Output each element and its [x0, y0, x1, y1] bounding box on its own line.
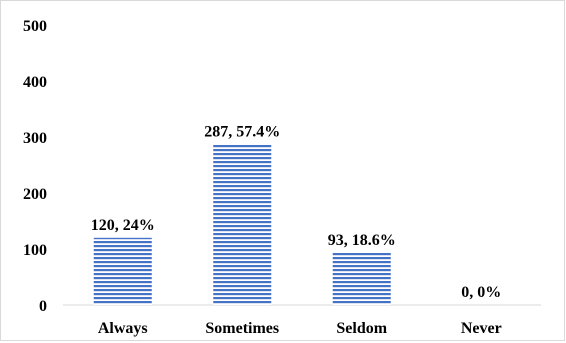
category-label-seldom: Seldom: [336, 320, 387, 337]
data-label-never: 0, 0%: [461, 284, 501, 301]
y-tick-label: 300: [23, 130, 47, 147]
data-label-sometimes: 287, 57.4%: [204, 123, 280, 140]
y-axis-ticks: 0 100 200 300 400 500: [23, 18, 47, 315]
category-label-sometimes: Sometimes: [205, 320, 279, 337]
data-label-seldom: 93, 18.6%: [328, 232, 396, 249]
data-labels: 120, 24% 287, 57.4% 93, 18.6% 0, 0%: [91, 123, 502, 301]
y-tick-label: 400: [23, 74, 47, 91]
y-tick-label: 200: [23, 186, 47, 203]
x-axis-categories: Always Sometimes Seldom Never: [98, 320, 502, 337]
y-tick-label: 0: [39, 298, 47, 315]
bars: [93, 144, 391, 305]
bar-always: [93, 237, 152, 305]
category-label-always: Always: [98, 320, 148, 337]
y-tick-label: 500: [23, 18, 47, 35]
category-label-never: Never: [461, 320, 502, 337]
bar-sometimes: [213, 144, 272, 305]
bar-seldom: [332, 252, 391, 305]
y-tick-label: 100: [23, 242, 47, 259]
data-label-always: 120, 24%: [91, 217, 155, 234]
